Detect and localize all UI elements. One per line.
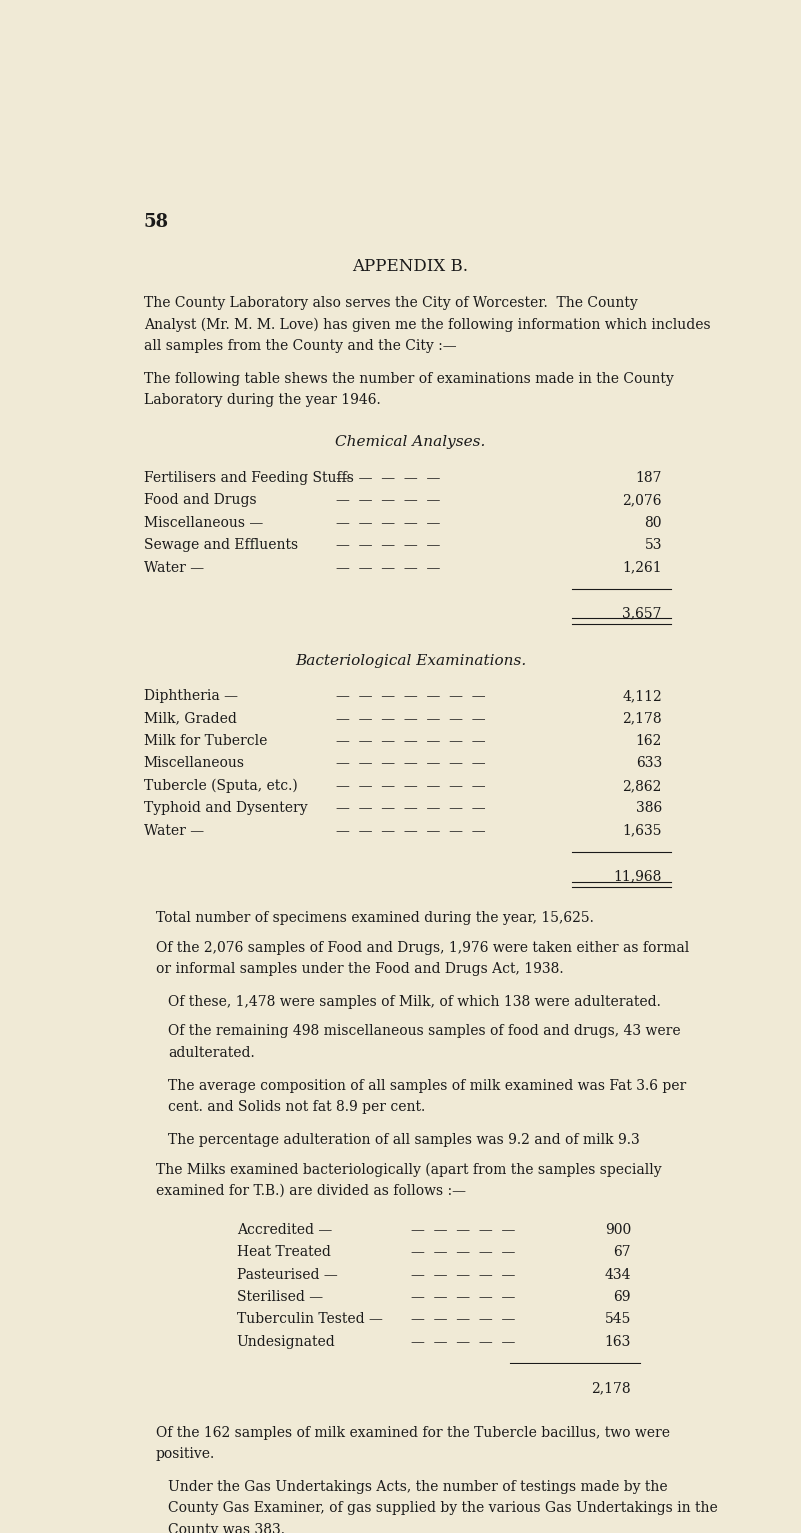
Text: Heat Treated: Heat Treated (237, 1245, 331, 1259)
Text: —  —  —  —  —: — — — — — (336, 561, 441, 575)
Text: The County Laboratory also serves the City of Worcester.  The County: The County Laboratory also serves the Ci… (143, 296, 638, 310)
Text: positive.: positive. (156, 1447, 215, 1461)
Text: adulterated.: adulterated. (168, 1046, 256, 1059)
Text: Under the Gas Undertakings Acts, the number of testings made by the: Under the Gas Undertakings Acts, the num… (168, 1479, 668, 1495)
Text: Water —: Water — (143, 823, 203, 837)
Text: 69: 69 (614, 1289, 631, 1305)
Text: Of these, 1,478 were samples of Milk, of which 138 were adulterated.: Of these, 1,478 were samples of Milk, of… (168, 995, 662, 1009)
Text: Diphtheria —: Diphtheria — (143, 690, 238, 704)
Text: —  —  —  —  —: — — — — — (410, 1312, 515, 1326)
Text: —  —  —  —  —  —  —: — — — — — — — (336, 711, 485, 725)
Text: —  —  —  —  —: — — — — — (410, 1289, 515, 1305)
Text: Food and Drugs: Food and Drugs (143, 494, 256, 507)
Text: 2,862: 2,862 (622, 779, 662, 793)
Text: —  —  —  —  —: — — — — — (410, 1335, 515, 1349)
Text: 53: 53 (645, 538, 662, 552)
Text: Water —: Water — (143, 561, 203, 575)
Text: —  —  —  —  —: — — — — — (410, 1268, 515, 1282)
Text: The following table shews the number of examinations made in the County: The following table shews the number of … (143, 371, 674, 386)
Text: Chemical Analyses.: Chemical Analyses. (336, 435, 485, 449)
Text: The average composition of all samples of milk examined was Fat 3.6 per: The average composition of all samples o… (168, 1079, 686, 1093)
Text: —  —  —  —  —  —  —: — — — — — — — (336, 823, 485, 837)
Text: 163: 163 (605, 1335, 631, 1349)
Text: County Gas Examiner, of gas supplied by the various Gas Undertakings in the: County Gas Examiner, of gas supplied by … (168, 1501, 718, 1515)
Text: 633: 633 (636, 756, 662, 771)
Text: cent. and Solids not fat 8.9 per cent.: cent. and Solids not fat 8.9 per cent. (168, 1101, 425, 1114)
Text: 434: 434 (605, 1268, 631, 1282)
Text: —  —  —  —  —  —  —: — — — — — — — (336, 734, 485, 748)
Text: —  —  —  —  —  —  —: — — — — — — — (336, 756, 485, 771)
Text: examined for T.B.) are divided as follows :—: examined for T.B.) are divided as follow… (156, 1183, 466, 1197)
Text: 1,261: 1,261 (622, 561, 662, 575)
Text: 67: 67 (614, 1245, 631, 1259)
Text: 162: 162 (635, 734, 662, 748)
Text: 3,657: 3,657 (622, 607, 662, 621)
Text: The percentage adulteration of all samples was 9.2 and of milk 9.3: The percentage adulteration of all sampl… (168, 1133, 640, 1147)
Text: Milk for Tubercle: Milk for Tubercle (143, 734, 267, 748)
Text: Typhoid and Dysentery: Typhoid and Dysentery (143, 802, 308, 816)
Text: —  —  —  —  —: — — — — — (410, 1245, 515, 1259)
Text: 2,076: 2,076 (622, 494, 662, 507)
Text: —  —  —  —  —  —  —: — — — — — — — (336, 779, 485, 793)
Text: 58: 58 (143, 213, 169, 231)
Text: Tubercle (Sputa, etc.): Tubercle (Sputa, etc.) (143, 779, 297, 793)
Text: Bacteriological Examinations.: Bacteriological Examinations. (295, 653, 526, 668)
Text: The Milks examined bacteriologically (apart from the samples specially: The Milks examined bacteriologically (ap… (156, 1162, 662, 1177)
Text: Analyst (Mr. M. M. Love) has given me the following information which includes: Analyst (Mr. M. M. Love) has given me th… (143, 317, 710, 331)
Text: Of the 2,076 samples of Food and Drugs, 1,976 were taken either as formal: Of the 2,076 samples of Food and Drugs, … (156, 941, 689, 955)
Text: —  —  —  —  —: — — — — — (336, 471, 441, 484)
Text: —  —  —  —  —  —  —: — — — — — — — (336, 690, 485, 704)
Text: Tuberculin Tested —: Tuberculin Tested — (237, 1312, 383, 1326)
Text: Sewage and Effluents: Sewage and Effluents (143, 538, 298, 552)
Text: 386: 386 (636, 802, 662, 816)
Text: Fertilisers and Feeding Stuffs: Fertilisers and Feeding Stuffs (143, 471, 353, 484)
Text: Of the 162 samples of milk examined for the Tubercle bacillus, two were: Of the 162 samples of milk examined for … (156, 1426, 670, 1439)
Text: —  —  —  —  —: — — — — — (336, 538, 441, 552)
Text: Sterilised —: Sterilised — (237, 1289, 323, 1305)
Text: 2,178: 2,178 (591, 1381, 631, 1395)
Text: County was 383.: County was 383. (168, 1522, 285, 1533)
Text: 11,968: 11,968 (614, 869, 662, 885)
Text: Pasteurised —: Pasteurised — (237, 1268, 337, 1282)
Text: —  —  —  —  —: — — — — — (336, 515, 441, 530)
Text: all samples from the County and the City :—: all samples from the County and the City… (143, 339, 457, 353)
Text: Miscellaneous —: Miscellaneous — (143, 515, 263, 530)
Text: or informal samples under the Food and Drugs Act, 1938.: or informal samples under the Food and D… (156, 961, 564, 977)
Text: 900: 900 (605, 1223, 631, 1237)
Text: Total number of specimens examined during the year, 15,625.: Total number of specimens examined durin… (156, 911, 594, 924)
Text: 2,178: 2,178 (622, 711, 662, 725)
Text: Accredited —: Accredited — (237, 1223, 332, 1237)
Text: APPENDIX B.: APPENDIX B. (352, 259, 469, 276)
Text: 80: 80 (645, 515, 662, 530)
Text: 1,635: 1,635 (622, 823, 662, 837)
Text: Milk, Graded: Milk, Graded (143, 711, 236, 725)
Text: —  —  —  —  —  —  —: — — — — — — — (336, 802, 485, 816)
Text: Undesignated: Undesignated (237, 1335, 336, 1349)
Text: Laboratory during the year 1946.: Laboratory during the year 1946. (143, 392, 380, 406)
Text: 545: 545 (605, 1312, 631, 1326)
Text: —  —  —  —  —: — — — — — (410, 1223, 515, 1237)
Text: 4,112: 4,112 (622, 690, 662, 704)
Text: Miscellaneous: Miscellaneous (143, 756, 244, 771)
Text: 187: 187 (635, 471, 662, 484)
Text: Of the remaining 498 miscellaneous samples of food and drugs, 43 were: Of the remaining 498 miscellaneous sampl… (168, 1024, 681, 1038)
Text: —  —  —  —  —: — — — — — (336, 494, 441, 507)
